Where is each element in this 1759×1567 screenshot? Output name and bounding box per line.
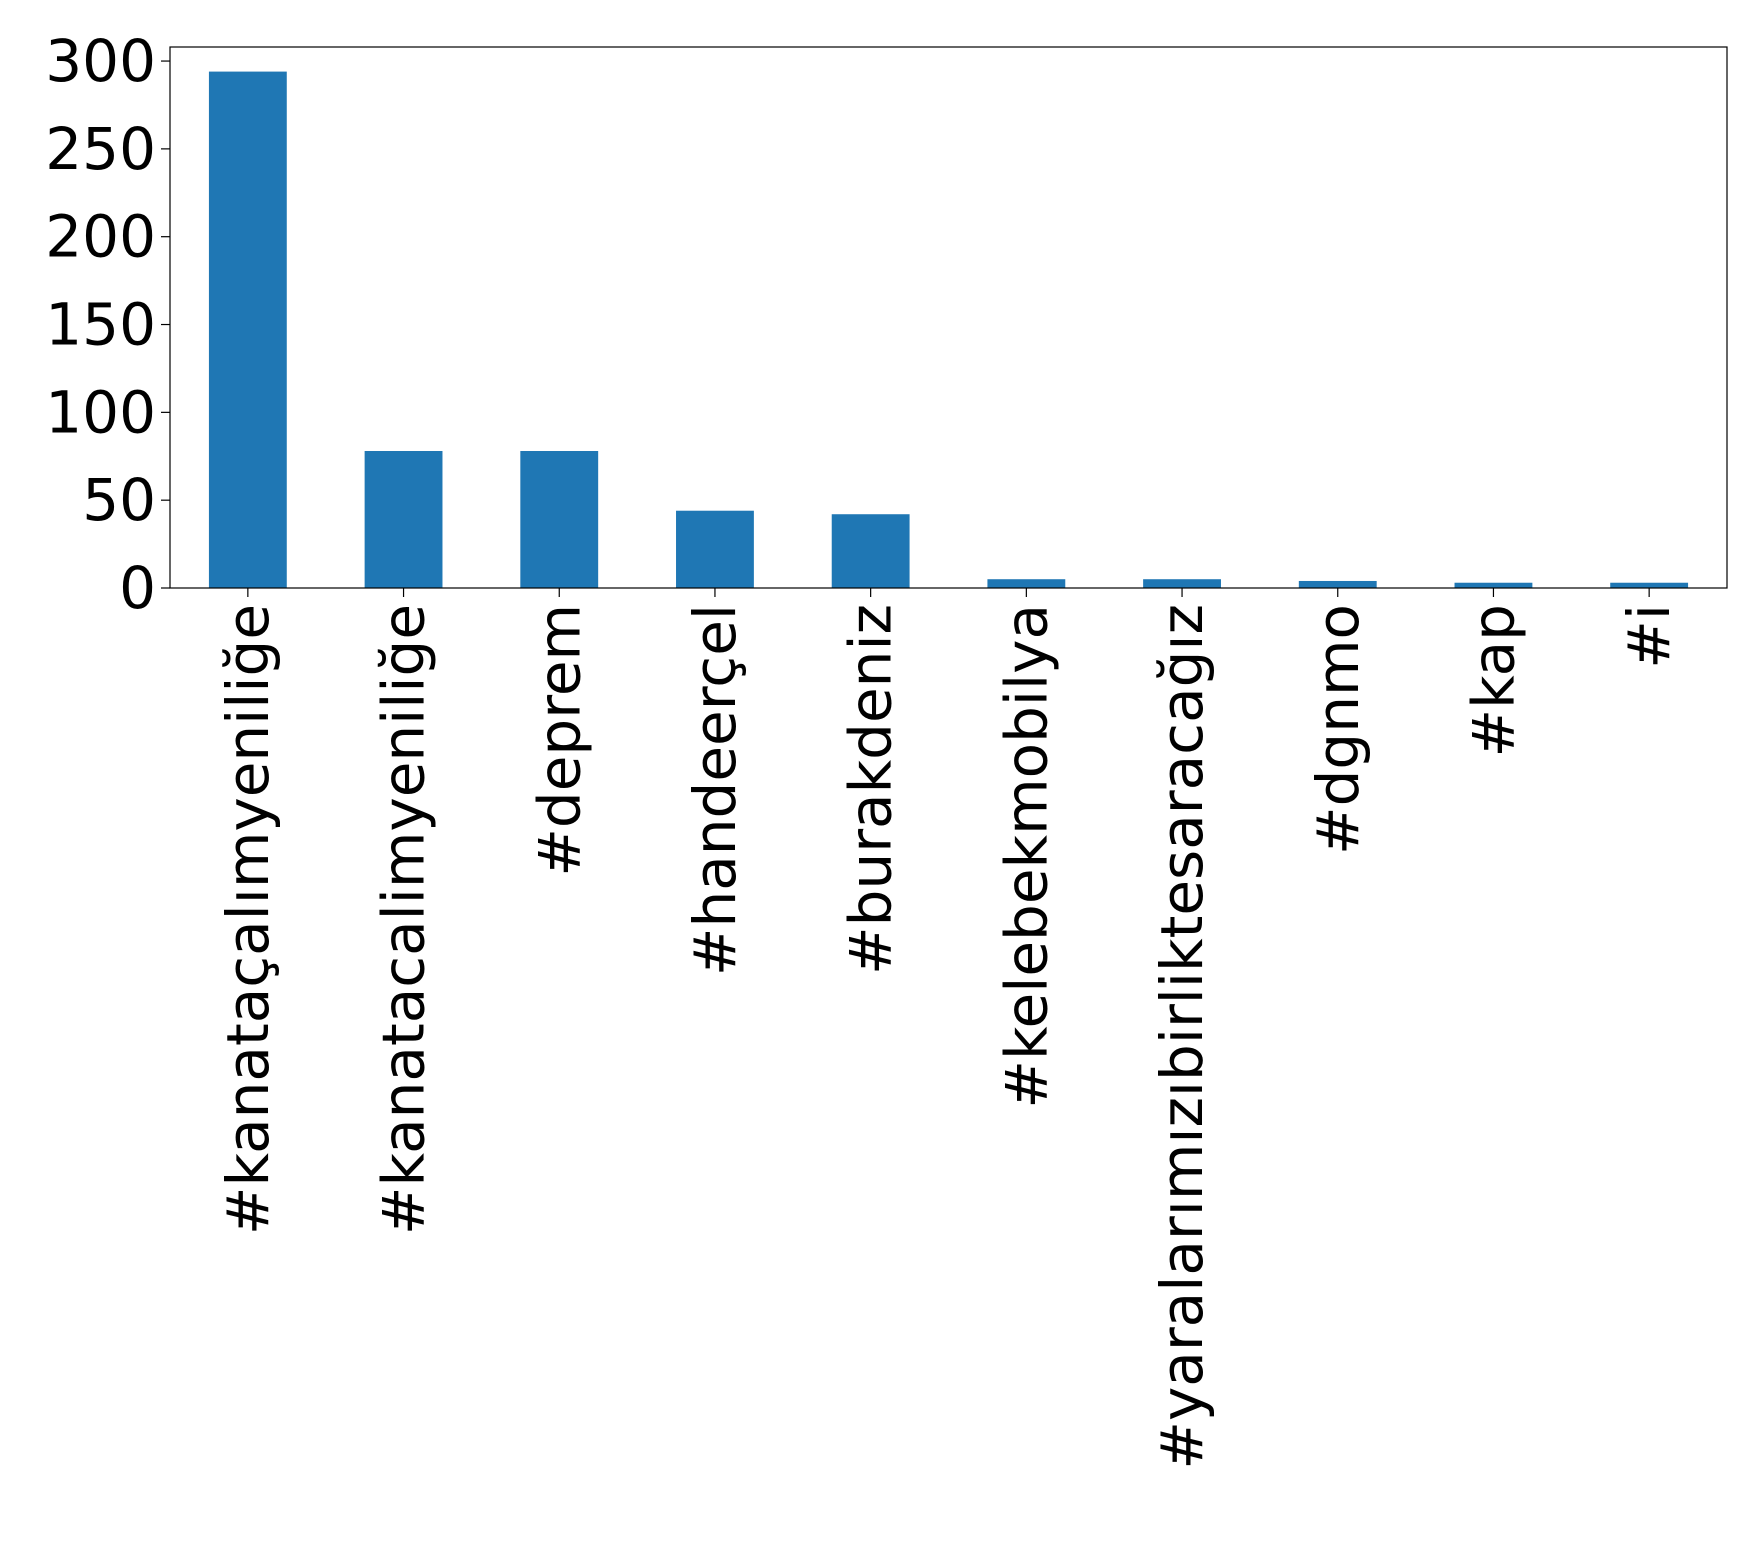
bar-8 (1454, 582, 1533, 588)
bar-0 (208, 71, 287, 588)
x-tick-label-3: #handeerçel (681, 604, 749, 976)
x-tick-label-2: #deprem (525, 604, 593, 877)
x-tick-label-9: #i (1615, 604, 1683, 669)
bars-group (208, 71, 1689, 588)
x-tick-label-1: #kanatacalimyeniliğe (370, 604, 438, 1235)
bar-3 (676, 510, 754, 588)
y-tick-label-6: 300 (45, 27, 156, 95)
plot-area-frame (169, 46, 1728, 589)
x-axis: #kanataçalımyeniliğe #kanatacalimyeniliğe… (214, 588, 1683, 1470)
x-tick-label-4: #burakdeniz (837, 604, 905, 975)
x-tick-label-7: #dgnmo (1304, 604, 1372, 855)
y-tick-label-0: 0 (119, 554, 156, 622)
bar-5 (987, 579, 1066, 588)
y-tick-label-5: 250 (45, 115, 156, 183)
bar-2 (520, 450, 599, 588)
x-tick-label-0: #kanataçalımyeniliğe (214, 604, 282, 1235)
x-tick-label-5: #kelebekmobilya (992, 604, 1060, 1109)
y-tick-label-1: 50 (82, 466, 156, 534)
bar-6 (1143, 579, 1221, 588)
y-tick-label-3: 150 (45, 291, 156, 359)
bar-9 (1610, 582, 1689, 588)
y-tick-label-2: 100 (45, 378, 156, 446)
x-tick-label-8: #kap (1459, 604, 1527, 758)
y-axis: 0 50 100 150 200 250 300 (45, 27, 170, 622)
bar-7 (1298, 580, 1377, 588)
y-tick-label-4: 200 (45, 203, 156, 271)
x-tick-label-6: #yaralarımızıbirliktesaracağız (1148, 604, 1216, 1470)
bar-1 (364, 450, 443, 588)
bar-4 (831, 514, 910, 588)
